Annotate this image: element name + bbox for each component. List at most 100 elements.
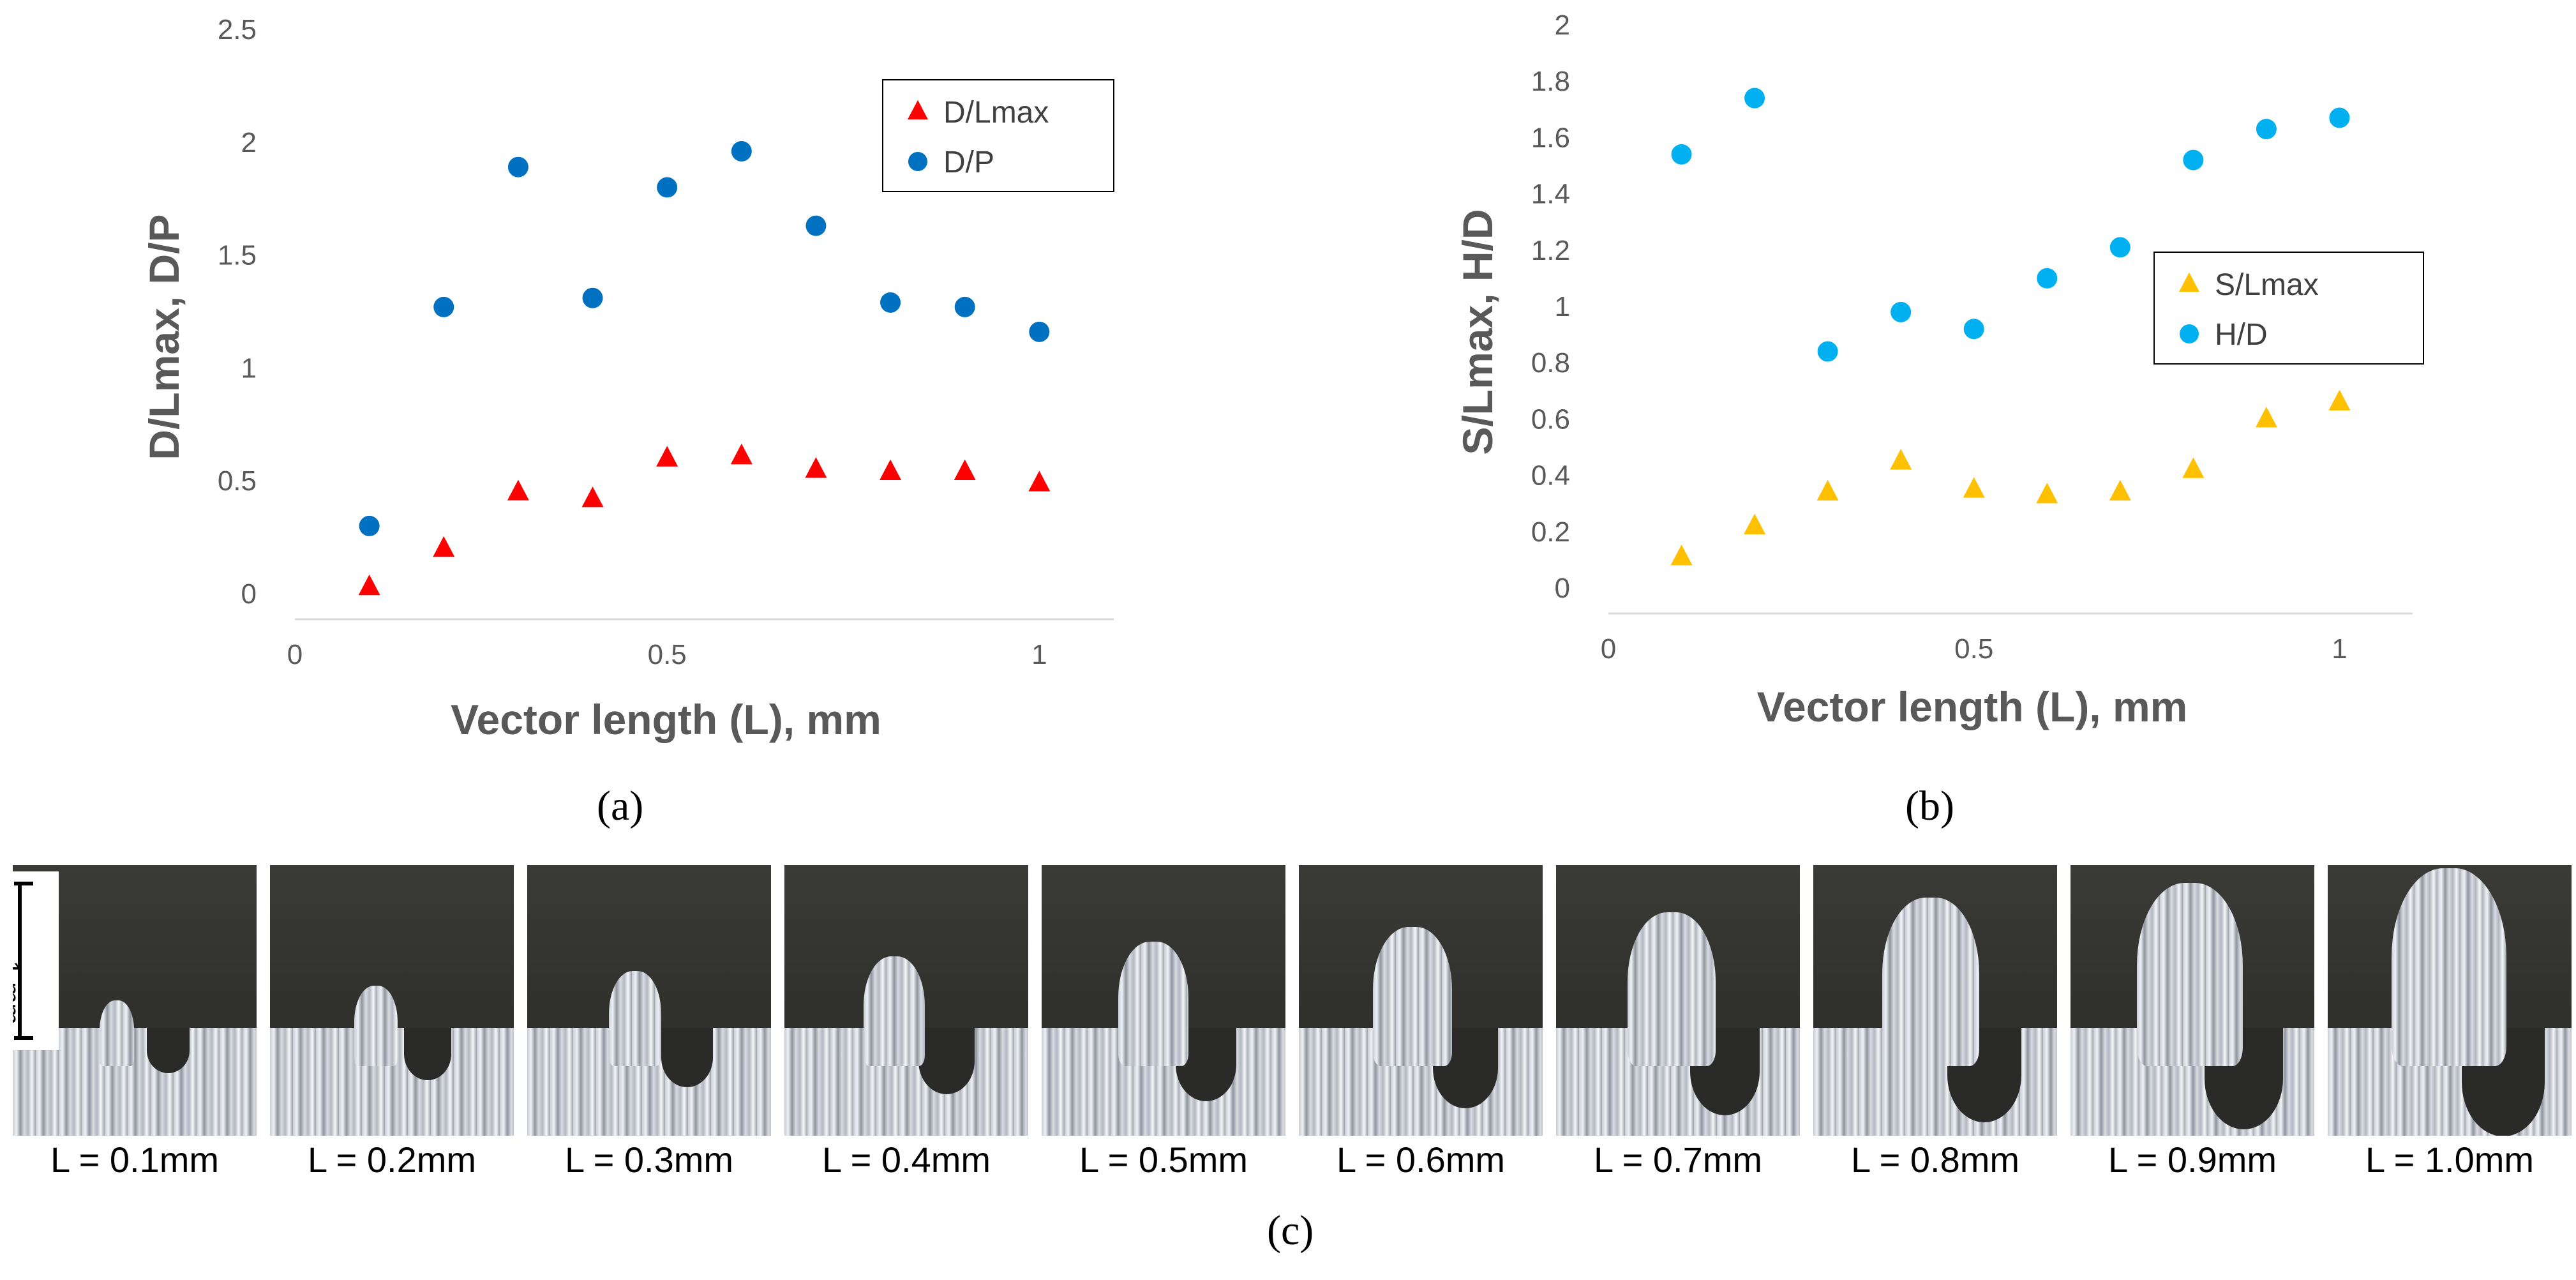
data-point — [1029, 321, 1050, 342]
chart-a: 0 0.5 1 1.5 2 2.5 0 0.5 1 Vector length (L), mm D/… — [140, 14, 1114, 743]
series-d-p — [359, 140, 1050, 536]
legend-marker — [908, 152, 927, 171]
data-point — [1028, 471, 1051, 492]
series-d-lmax — [358, 443, 1051, 596]
micrograph-label: L = 0.1mm — [13, 1136, 257, 1184]
data-point — [1744, 87, 1765, 109]
y-tick-label: 1.8 — [1531, 66, 1570, 97]
legend: D/Lmax D/P — [882, 79, 1114, 192]
data-point — [1816, 479, 1839, 501]
groove — [918, 1028, 975, 1094]
legend-label: S/Lmax — [2215, 268, 2319, 302]
micrograph-label: L = 0.4mm — [784, 1136, 1028, 1184]
pin-protrusion — [609, 971, 661, 1066]
pin-protrusion — [864, 956, 925, 1066]
micrograph-label: L = 0.6mm — [1299, 1136, 1543, 1184]
y-tick-label: 0.4 — [1531, 460, 1570, 492]
data-point — [2328, 389, 2351, 410]
panel-label-b: (b) — [1905, 783, 1954, 829]
pin-protrusion — [1628, 912, 1716, 1066]
x-tick-label: 1 — [2332, 633, 2347, 665]
data-point — [433, 536, 455, 557]
data-point — [880, 292, 901, 313]
scale-bar-cap — [14, 1036, 33, 1040]
legend-marker — [2179, 272, 2199, 292]
pin-protrusion — [100, 1000, 134, 1066]
micrograph-2: L = 0.2mm — [270, 865, 514, 1184]
pin-protrusion — [2137, 883, 2243, 1066]
micrograph-10: L = 1.0mm — [2328, 865, 2572, 1184]
y-tick-label: 0.2 — [1531, 516, 1570, 548]
y-tick-label: 1.6 — [1531, 122, 1570, 153]
data-point — [880, 459, 902, 480]
data-point — [1890, 449, 1912, 470]
data-point — [2036, 483, 2058, 504]
groove — [404, 1028, 451, 1080]
y-tick-label: 0.8 — [1531, 347, 1570, 379]
data-point — [2255, 407, 2277, 428]
data-point — [582, 287, 603, 308]
data-point — [1744, 513, 1766, 534]
chart-b: 0 0.2 0.4 0.6 0.8 1 1.2 1.4 1.6 1.8 2 0 0.5 1 Vector l… — [1454, 10, 2424, 730]
y-tick-label: 1.5 — [218, 240, 257, 271]
micrograph-label: L = 0.5mm — [1042, 1136, 1285, 1184]
pin-protrusion — [1882, 898, 1979, 1066]
data-point — [2109, 479, 2131, 501]
pin-protrusion — [354, 986, 398, 1066]
y-tick-label: 2 — [241, 127, 257, 158]
data-point — [359, 515, 380, 536]
series-h-d — [1671, 87, 2350, 362]
data-point — [805, 457, 827, 478]
legend-label: D/P — [943, 146, 994, 179]
data-point — [954, 459, 976, 480]
micrograph-1: L = 0.1mm 1 mm — [13, 865, 257, 1184]
y-tick-label: 1 — [241, 352, 257, 384]
data-point — [1817, 341, 1838, 362]
micrograph-3: L = 0.3mm — [527, 865, 771, 1184]
micrograph-label: L = 1.0mm — [2328, 1136, 2572, 1184]
data-point — [2109, 237, 2130, 258]
data-point — [2182, 457, 2205, 478]
data-point — [805, 215, 827, 236]
micrograph-label: L = 0.7mm — [1556, 1136, 1800, 1184]
y-tick-label: 1.2 — [1531, 235, 1570, 266]
scale-bar: 1 mm — [13, 871, 59, 1050]
x-axis-label: Vector length (L), mm — [451, 696, 881, 743]
micrograph-strip: L = 0.1mm 1 mm L = 0.2mm L = 0.3mm L = 0.4mm… — [13, 865, 2572, 1184]
data-point — [2183, 149, 2204, 170]
data-point — [1670, 545, 1693, 566]
legend: S/Lmax H/D — [2153, 252, 2424, 365]
data-point — [1963, 319, 1984, 340]
series-s-lmax — [1670, 389, 2351, 566]
data-point — [656, 446, 678, 467]
data-point — [581, 486, 604, 508]
pin-protrusion — [2392, 868, 2506, 1066]
y-tick-label: 0 — [241, 578, 257, 610]
micrograph-5: L = 0.5mm — [1042, 865, 1285, 1184]
data-point — [507, 479, 529, 501]
data-point — [731, 140, 752, 162]
micrograph-6: L = 0.6mm — [1299, 865, 1543, 1184]
legend-box — [882, 79, 1114, 192]
data-point — [2037, 267, 2058, 289]
micrograph-label: L = 0.9mm — [2071, 1136, 2314, 1184]
legend-label: H/D — [2215, 318, 2268, 352]
scale-bar-label: 1 mm — [13, 961, 24, 1025]
micrograph-label: L = 0.3mm — [527, 1136, 771, 1184]
x-axis-label: Vector length (L), mm — [1757, 683, 2188, 730]
y-tick-label: 0 — [1555, 573, 1570, 604]
y-tick-label: 0.5 — [218, 465, 257, 497]
micrograph-8: L = 0.8mm — [1813, 865, 2057, 1184]
scale-bar-line — [18, 882, 22, 1040]
micrograph-label: L = 0.8mm — [1813, 1136, 2057, 1184]
legend-box — [2153, 252, 2424, 365]
data-point — [1963, 477, 1985, 498]
data-point — [358, 575, 380, 596]
micrograph-7: L = 0.7mm — [1556, 865, 1800, 1184]
y-axis-label: S/Lmax, H/D — [1454, 209, 1501, 455]
data-point — [2329, 107, 2350, 128]
legend-marker — [2180, 324, 2199, 343]
data-point — [2256, 119, 2277, 140]
data-point — [730, 443, 753, 465]
data-point — [657, 177, 678, 198]
